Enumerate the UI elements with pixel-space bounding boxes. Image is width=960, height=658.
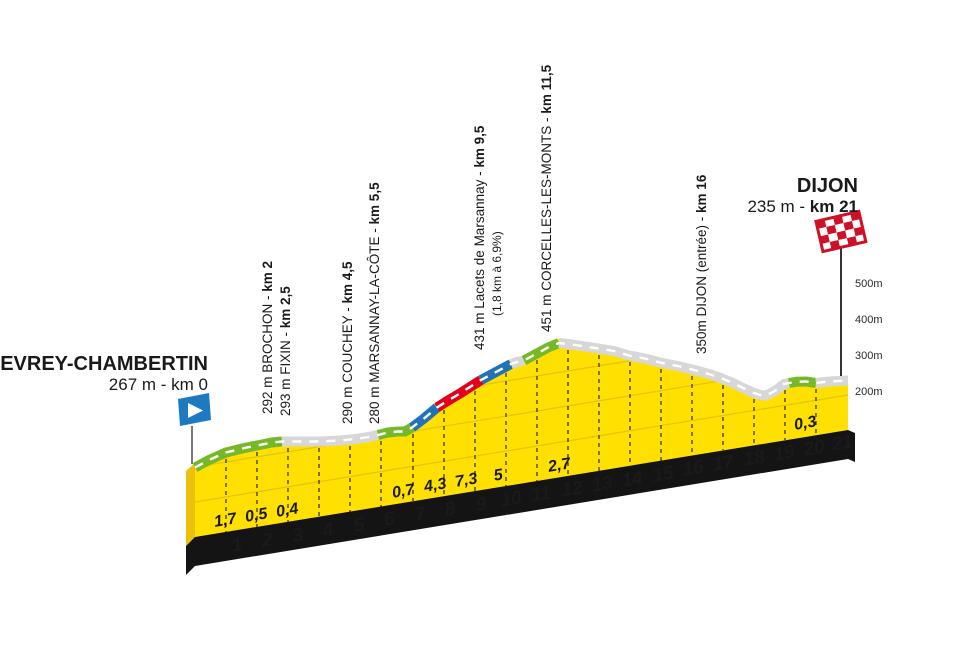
gradient-value: 0,5: [244, 505, 270, 526]
gradient-value: 4,3: [422, 475, 448, 496]
km-tick: 1: [230, 534, 244, 556]
start-flag-icon: [178, 393, 211, 426]
elevation-area: [195, 338, 848, 537]
scale-label: 200m: [855, 386, 883, 398]
scale-label: 500m: [855, 278, 883, 290]
km-tick: 4: [320, 519, 335, 542]
start-town-detail: 267 m - km 0: [109, 375, 208, 394]
km-tick: 9: [474, 493, 488, 516]
km-tick: 19: [772, 441, 797, 465]
km-tick: 13: [590, 472, 615, 496]
elevation-scale: 500m 400m 300m 200m: [855, 278, 883, 398]
waypoint-label-corcelles: 451 m CORCELLES-LES-MONTS - km 11,5: [539, 64, 554, 332]
profile-left-side-face: [186, 463, 195, 546]
gradient-value: 7,3: [454, 470, 479, 490]
km-tick: 17: [711, 451, 737, 475]
road-section-red: [434, 375, 484, 412]
finish-town-detail: 235 m - km 21: [747, 197, 858, 216]
finish-flag-icon: [814, 209, 868, 254]
gradient-value: 0,3: [793, 413, 818, 433]
km-tick: 18: [742, 446, 767, 470]
km-tick-labels: 1 2 3 4 5 6 7 8 9 10 11 12 13 14 15 16 1…: [230, 431, 854, 556]
km-tick: 8: [443, 498, 457, 521]
km-tick: 16: [681, 456, 706, 480]
km-tick: 3: [291, 524, 305, 547]
road-ribbon: [192, 338, 849, 472]
gradient-value: 0,7: [391, 481, 417, 502]
km-tick: 11: [530, 483, 553, 507]
gradient-labels: 1,7 0,5 0,4 0,7 4,3 7,3 5 2,7 0,3: [213, 413, 818, 530]
gradient-value: 1,7: [213, 510, 239, 531]
waypoint-label-couchey: 290 m COUCHEY - km 4,5: [340, 261, 355, 424]
gradient-value: 2,7: [546, 455, 573, 476]
km-gridlines: [225, 350, 817, 532]
base-right-side-face: [848, 430, 855, 462]
road-centerline-dashes: [194, 341, 849, 469]
waypoint-label-dijon-entree: 350m DIJON (entrée) - km 16: [694, 174, 709, 354]
waypoint-label-lacets: 431 m Lacets de Marsannay - km 9,5: [472, 125, 487, 350]
scale-label: 400m: [855, 314, 883, 326]
km-tick: 20: [801, 436, 827, 460]
km-base-band: [195, 430, 848, 566]
km-tick: 21: [829, 431, 854, 455]
km-tick: 15: [651, 462, 676, 486]
scale-label: 300m: [855, 350, 883, 362]
km-tick: 6: [382, 508, 396, 531]
km-tick: 5: [352, 514, 366, 537]
finish-town-name: DIJON: [797, 175, 858, 197]
base-left-side-face: [186, 537, 195, 575]
waypoint-label-brochon: 292 m BROCHON - km 2: [260, 261, 275, 414]
km-tick: 14: [620, 467, 645, 491]
waypoint-label-lacets-note: (1,8 km à 6,9%): [490, 231, 504, 316]
km-tick: 2: [259, 529, 274, 552]
gradient-value: 5: [492, 466, 505, 484]
waypoint-label-fixin: 293 m FIXIN - km 2,5: [278, 286, 293, 416]
km-tick: 10: [499, 487, 524, 511]
start-town-name: GEVREY-CHAMBERTIN: [0, 353, 208, 375]
waypoint-label-marsannay: 280 m MARSANNAY-LA-CÔTE - km 5,5: [367, 182, 382, 424]
km-tick: 12: [560, 477, 585, 501]
gradient-value: 0,4: [275, 500, 300, 520]
